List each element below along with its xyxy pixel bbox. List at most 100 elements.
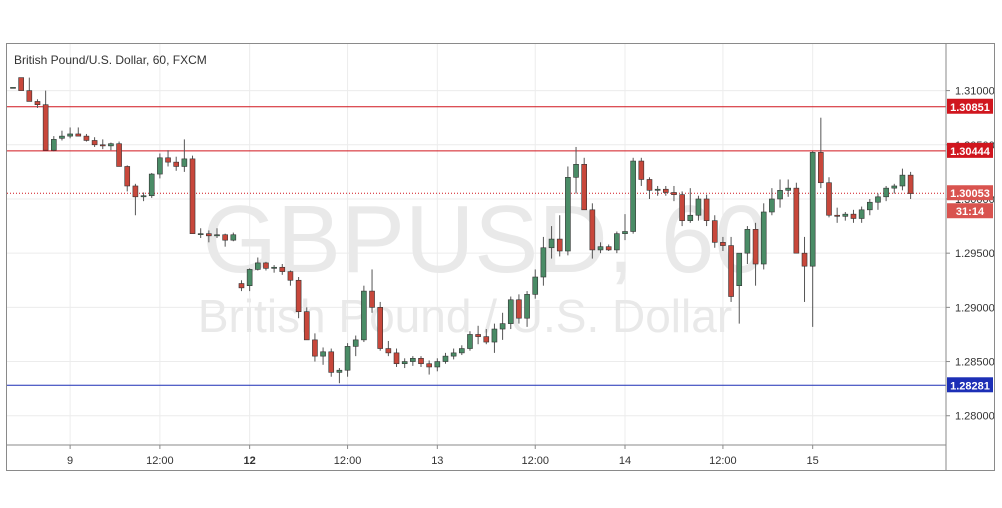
candle-down [385, 348, 392, 354]
candle-up [148, 173, 155, 197]
candle-up [214, 234, 220, 237]
candle-down [475, 334, 481, 337]
time-tick-label: 9 [67, 455, 73, 467]
horizontal-levels [7, 106, 946, 386]
candle-down [312, 339, 318, 357]
candle-down [75, 133, 82, 137]
candle-up [622, 231, 628, 234]
candle-down [295, 279, 302, 312]
candle-down [581, 164, 588, 211]
candle-up [875, 196, 881, 203]
candle-down [720, 242, 726, 246]
level-price-label-bg [947, 98, 993, 114]
candle-down [34, 101, 41, 105]
time-tick-label: 12 [244, 455, 256, 467]
candle-down [132, 185, 139, 198]
candle-up [50, 139, 57, 151]
candle-up [866, 201, 873, 211]
candle-up [499, 323, 506, 330]
price-tick-label: 1.29000 [955, 302, 994, 314]
candle-up [736, 252, 743, 286]
level-price-label-bg [947, 377, 993, 393]
time-tick-label: 12:00 [521, 455, 549, 467]
level-price-label: 1.30444 [950, 146, 991, 158]
candle-up [597, 246, 604, 251]
candle-up [540, 247, 547, 278]
candle-down [418, 357, 424, 365]
candle-up [181, 158, 188, 167]
time-tick-label: 12:00 [709, 455, 737, 467]
candle-up [67, 133, 73, 137]
candle-down [834, 214, 840, 217]
candle-down [752, 229, 759, 265]
candle-up [842, 213, 849, 217]
candle-down [377, 307, 384, 349]
candle-up [809, 152, 816, 267]
candle-up [434, 361, 441, 368]
candle-down [638, 160, 645, 180]
candle-up [442, 355, 449, 362]
candle-down [238, 283, 245, 289]
candle-up [271, 266, 277, 269]
candle-up [352, 339, 359, 347]
candle-down [99, 144, 106, 147]
time-tick-label: 15 [807, 455, 819, 467]
candle-up [630, 160, 636, 232]
candle-up [654, 188, 661, 191]
current-price-label-bg [947, 185, 993, 201]
time-tick-label: 12:00 [146, 455, 174, 467]
time-axis[interactable]: 9 12:00 12 12:00 13 12:00 14 12:00 15 [67, 445, 819, 467]
candle-down [279, 266, 286, 272]
candle-down [369, 290, 375, 308]
candle-up [507, 299, 514, 324]
candle-down [589, 209, 596, 251]
time-tick-label: 13 [431, 455, 443, 467]
price-tick-label: 1.31000 [955, 86, 994, 98]
candle-up [197, 233, 204, 235]
price-tick-label: 1.28000 [955, 411, 994, 423]
candle-up [532, 276, 539, 295]
bar-countdown-label: 31:14 [956, 206, 985, 218]
price-labels: 1.30851 1.30444 1.28281 1.30053 31:14 [947, 98, 993, 393]
candle-down [711, 220, 718, 243]
time-tick-label: 14 [619, 455, 631, 467]
candle-down [426, 363, 432, 368]
candle-up [760, 211, 767, 265]
candle-up [524, 294, 530, 319]
candle-down [206, 233, 212, 237]
candle-down [91, 140, 98, 146]
candle-up [777, 190, 783, 200]
candle-down [818, 152, 824, 184]
candle-down [263, 262, 269, 269]
price-axis[interactable]: 1.310001.305001.300001.295001.290001.285… [946, 86, 994, 423]
candle-up [410, 357, 416, 362]
candle-down [189, 158, 196, 234]
price-tick-label: 1.29500 [955, 248, 994, 260]
candle-down [393, 352, 400, 365]
candlestick-chart[interactable]: GBPUSD, 60 British Pound / U.S. Dollar 1… [7, 44, 994, 470]
candle-up [891, 185, 898, 189]
candle-down [801, 252, 808, 267]
candle-up [548, 238, 555, 249]
candle-up [467, 334, 473, 349]
candle-up [157, 157, 163, 175]
candle-down [646, 179, 653, 191]
level-price-label: 1.28281 [950, 380, 990, 392]
candle-down [850, 213, 857, 219]
candle-down [605, 246, 612, 251]
candle-up [695, 198, 702, 216]
candle-up [255, 262, 261, 270]
candle-down [662, 188, 669, 193]
candle-down [556, 238, 563, 252]
candle-down [116, 143, 122, 167]
candle-down [703, 198, 710, 221]
candle-up [320, 351, 326, 357]
grid-lines [7, 44, 946, 445]
candle-down [826, 182, 832, 216]
candle-up [59, 135, 65, 139]
candle-up [401, 361, 408, 365]
price-tick-label: 1.28500 [955, 357, 994, 369]
candle-down [287, 271, 294, 281]
symbol-title: British Pound/U.S. Dollar, 60, FXCM [14, 53, 207, 67]
candle-up [10, 87, 16, 89]
